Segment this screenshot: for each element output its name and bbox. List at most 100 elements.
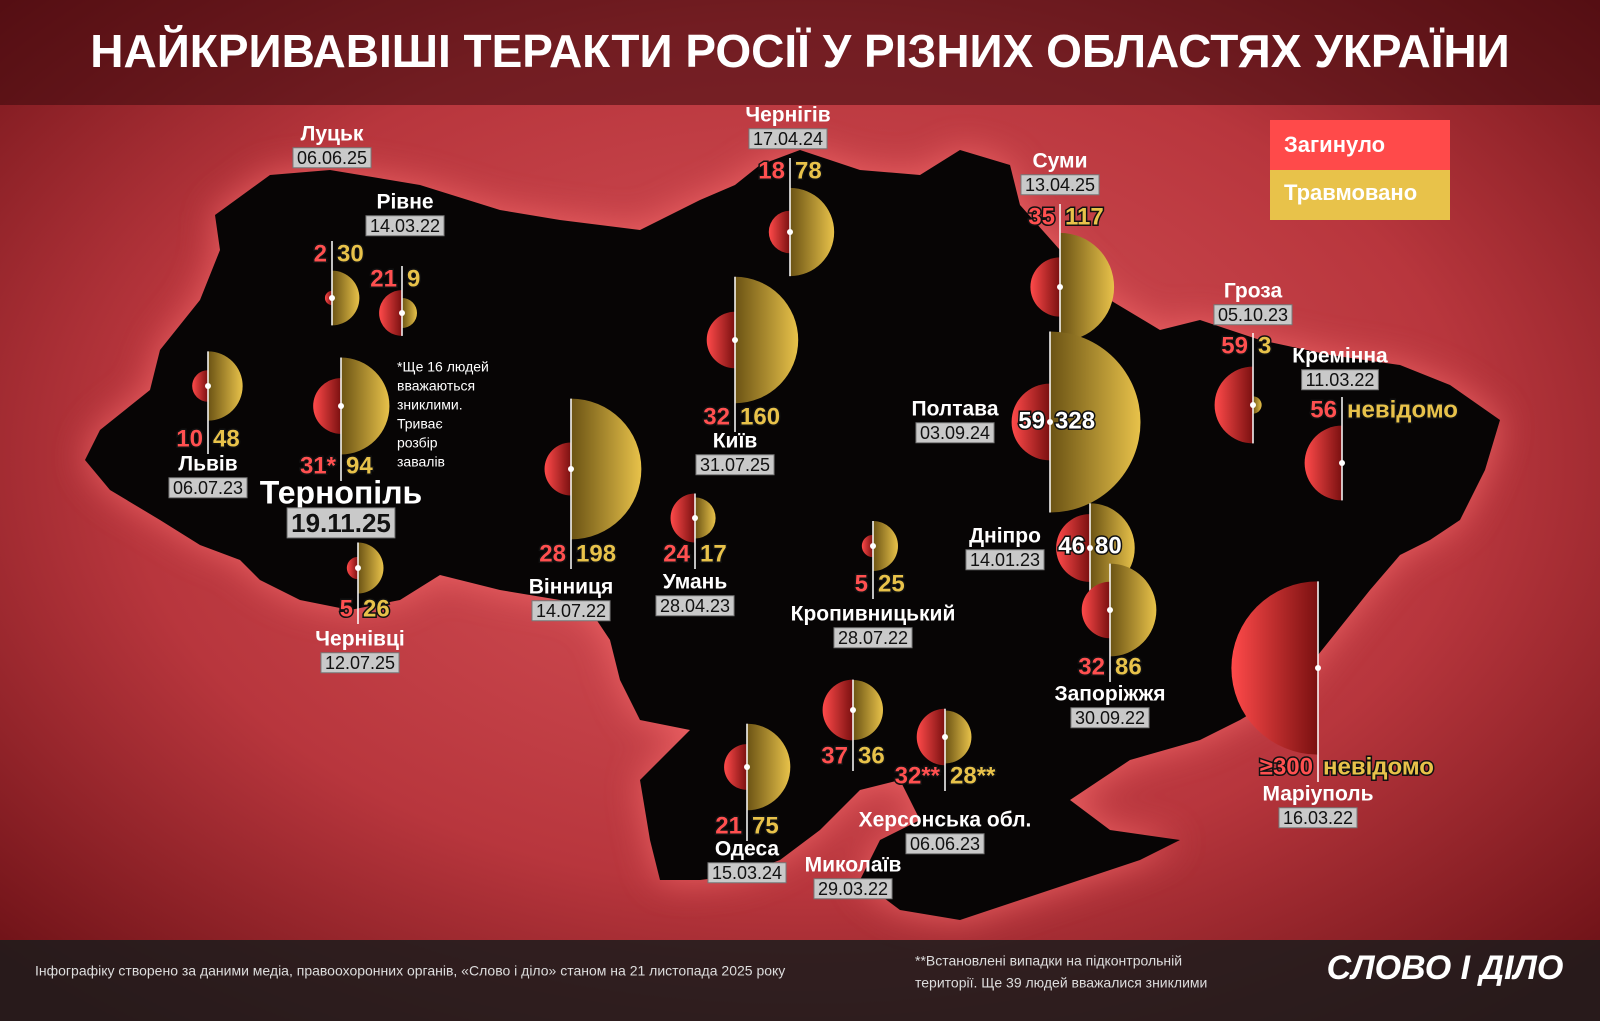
center-dot [1107, 607, 1113, 613]
injured-label: 198 [576, 540, 616, 567]
killed-semicircle [706, 311, 735, 369]
date: 28.04.23 [660, 596, 730, 616]
injured-semicircle [747, 723, 791, 811]
date: 19.11.25 [291, 508, 391, 538]
killed-label: ≥300 [1260, 753, 1313, 780]
injured-label: невідомо [1347, 396, 1458, 423]
date: 17.04.24 [753, 129, 823, 149]
note: вважаються [397, 378, 475, 394]
date-box [531, 600, 611, 622]
killed-semicircle [1030, 257, 1060, 317]
injured-label: невідомо [1323, 753, 1434, 780]
city-name: Луцьк [301, 123, 364, 146]
injured-label: 94 [346, 452, 373, 479]
injured-semicircle [695, 497, 716, 539]
footer-source: Інфографіку створено за даними медіа, пр… [35, 963, 785, 979]
center-dot [205, 383, 211, 389]
note: Триває [397, 416, 443, 432]
date: 14.07.22 [536, 601, 606, 621]
note: завалів [397, 454, 445, 470]
date: 11.03.22 [1306, 370, 1375, 390]
date-box [905, 833, 985, 855]
injured-label: 30 [337, 240, 364, 267]
killed-label: 18 [758, 157, 785, 184]
killed-semicircle [192, 370, 208, 402]
killed-label: 5 [855, 570, 868, 597]
killed-semicircle [1304, 425, 1342, 501]
date-box [655, 595, 735, 617]
killed-semicircle [822, 679, 853, 741]
injured-label: 86 [1115, 653, 1142, 680]
killed-semicircle [670, 493, 695, 543]
injured-semicircle [1050, 331, 1141, 513]
center-dot [1315, 665, 1321, 671]
killed-label: 24 [663, 540, 690, 567]
date-box [320, 652, 400, 674]
killed-semicircle [379, 290, 402, 336]
date-box [292, 147, 372, 169]
footer-bar [0, 940, 1600, 1021]
injured-semicircle [873, 521, 898, 571]
date: 14.03.22 [370, 216, 440, 236]
date: 31.07.25 [700, 455, 770, 475]
city-name: Суми [1032, 150, 1087, 173]
killed-label: 21 [715, 812, 742, 839]
legend-killed: Загинуло [1284, 132, 1385, 157]
center-dot [787, 229, 793, 235]
date-box [965, 549, 1045, 571]
date-box [1213, 304, 1293, 326]
killed-label: 10 [176, 425, 203, 452]
date-box [813, 878, 893, 900]
city-name: Миколаїв [805, 854, 902, 877]
injured-label: 48 [213, 425, 240, 452]
title: НАЙКРИВАВІШІ ТЕРАКТИ РОСІЇ У РІЗНИХ ОБЛА… [90, 25, 1509, 77]
city-name: Вінниця [529, 576, 613, 599]
date-box [833, 627, 913, 649]
date: 30.09.22 [1075, 708, 1145, 728]
footer-note: **Встановлені випадки на підконтрольній [915, 953, 1182, 969]
center-dot [1047, 419, 1053, 425]
city-name: Рівне [376, 191, 433, 214]
injured-semicircle [208, 351, 243, 421]
center-dot [1057, 284, 1063, 290]
killed-semicircle [768, 210, 790, 254]
killed-label: 59 [1221, 332, 1248, 359]
date-box [365, 215, 445, 237]
date-box [1020, 174, 1100, 196]
injured-label: 3 [1258, 332, 1271, 359]
date: 12.07.25 [325, 653, 395, 673]
city-name: Умань [663, 571, 728, 594]
city-name: Маріуполь [1262, 783, 1373, 806]
injured-label: 17 [700, 540, 727, 567]
injured-semicircle [341, 357, 390, 455]
city-name: Тернопіль [260, 474, 422, 510]
killed-semicircle [1081, 581, 1110, 639]
injured-label: 78 [795, 157, 822, 184]
injured-label: 328 [1055, 407, 1095, 434]
injured-semicircle [945, 710, 972, 764]
center-dot [870, 543, 876, 549]
killed-semicircle [916, 708, 945, 766]
injured-semicircle [853, 680, 883, 740]
killed-semicircle [861, 534, 873, 558]
city-name: Гроза [1224, 280, 1283, 303]
injured-semicircle [402, 298, 417, 328]
injured-semicircle [735, 276, 799, 404]
city-name: Одеса [715, 838, 779, 861]
center-dot [692, 515, 698, 521]
date: 06.07.23 [173, 478, 243, 498]
brand: СЛОВО І ДІЛО [1327, 949, 1564, 987]
city-name: Чернівці [315, 628, 404, 651]
date-box [1070, 707, 1150, 729]
legend-killed-swatch [1270, 120, 1450, 170]
footer-note: території. Ще 39 людей вважалися зниклим… [915, 975, 1207, 991]
killed-semicircle [1231, 581, 1318, 755]
killed-semicircle [724, 744, 747, 790]
injured-semicircle [571, 398, 642, 540]
injured-semicircle [1253, 396, 1262, 414]
center-dot [329, 295, 335, 301]
city-name: Дніпро [969, 525, 1041, 548]
killed-semicircle [324, 290, 332, 306]
